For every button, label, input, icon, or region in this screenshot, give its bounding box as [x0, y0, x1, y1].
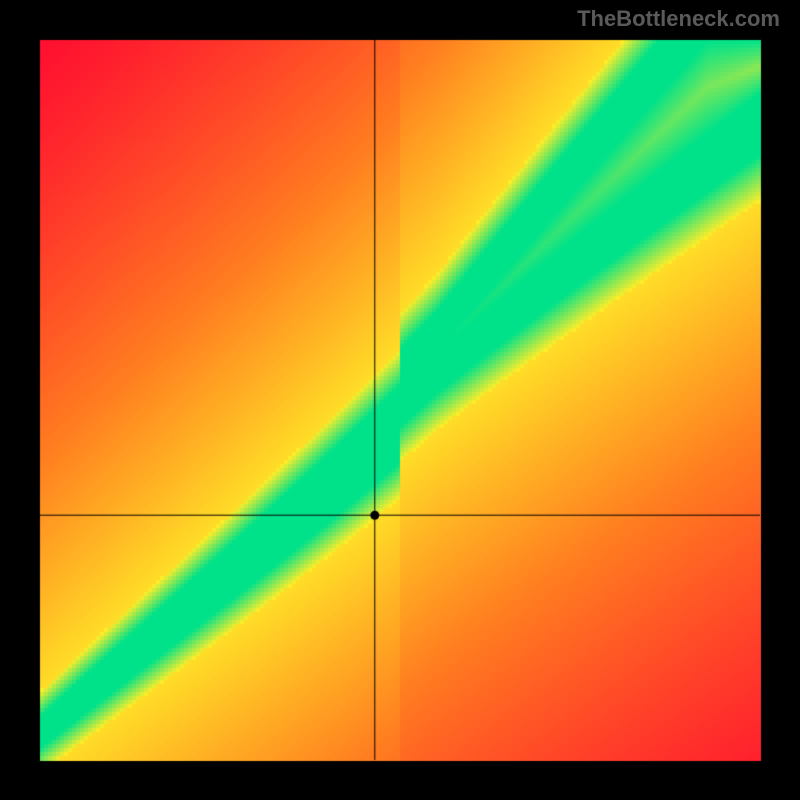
heatmap-canvas [0, 0, 800, 800]
chart-container: TheBottleneck.com [0, 0, 800, 800]
watermark-text: TheBottleneck.com [577, 6, 780, 32]
